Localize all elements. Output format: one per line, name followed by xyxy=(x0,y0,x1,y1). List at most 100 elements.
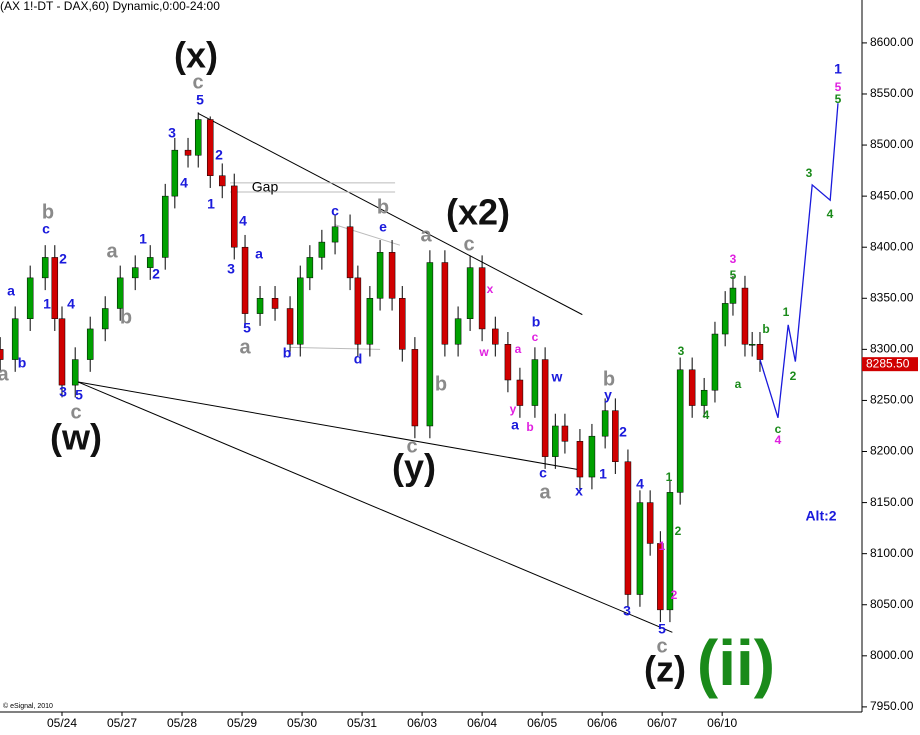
y-tick-label: 8600.00 xyxy=(870,35,914,49)
candle-body xyxy=(354,277,362,345)
candle-body xyxy=(318,241,326,258)
wave-label: 3 xyxy=(168,125,176,141)
wave-label: c xyxy=(656,635,667,657)
wave-label: b xyxy=(120,306,132,328)
wave-label: b xyxy=(532,314,541,330)
y-tick-label: 8150.00 xyxy=(870,495,914,509)
wave-label: a xyxy=(735,377,742,391)
candle-body xyxy=(71,359,79,386)
wave-label: 5 xyxy=(730,268,737,282)
wave-label: (z) xyxy=(644,649,686,690)
candle-body xyxy=(230,185,238,248)
y-tick-label: 8250.00 xyxy=(870,393,914,407)
wave-label: a xyxy=(255,246,263,262)
wave-label: (ii) xyxy=(697,627,775,699)
trend-line xyxy=(197,112,583,316)
candle-body xyxy=(218,175,226,187)
wave-label: 4 xyxy=(827,207,834,221)
wave-label: 2 xyxy=(675,524,682,538)
wave-label: a xyxy=(420,224,432,246)
wave-label: c xyxy=(406,435,417,457)
wave-label: b xyxy=(42,201,54,223)
wave-label: c xyxy=(70,401,81,423)
wave-label: e xyxy=(379,219,387,235)
x-tick-label: 06/03 xyxy=(407,716,437,730)
wave-label: b xyxy=(526,420,533,434)
candle-body xyxy=(184,149,192,156)
y-tick-label: 8300.00 xyxy=(870,342,914,356)
wave-label: 5 xyxy=(243,320,251,336)
candle-body xyxy=(41,257,49,279)
chart-title: (AX 1!-DT - DAX,60) Dynamic,0:00-24:00 xyxy=(0,0,220,13)
candle-body xyxy=(271,298,279,309)
wave-label: a xyxy=(511,417,519,433)
x-tick-label: 06/10 xyxy=(707,716,737,730)
wave-label: a xyxy=(239,336,251,358)
wave-label: 1 xyxy=(783,305,790,319)
trend-line xyxy=(78,381,581,471)
y-tick-label: 8000.00 xyxy=(870,648,914,662)
candle-body xyxy=(366,298,374,345)
candle-body xyxy=(576,441,584,478)
wave-label: b xyxy=(762,322,769,336)
wave-label: Alt:2 xyxy=(805,508,836,524)
candle-body xyxy=(331,226,339,243)
candle-body xyxy=(86,328,94,360)
wave-label: 3 xyxy=(227,261,235,277)
x-tick-label: 06/05 xyxy=(527,716,557,730)
trend-line xyxy=(334,224,401,246)
candle-body xyxy=(466,267,474,319)
candle-body xyxy=(636,502,644,595)
wave-label: (x2) xyxy=(446,192,510,233)
wave-label: a xyxy=(515,342,522,356)
x-tick-label: 05/27 xyxy=(107,716,137,730)
candle-body xyxy=(101,308,109,330)
candle-body xyxy=(51,257,59,319)
candle-body xyxy=(711,333,719,391)
candle-body xyxy=(676,369,684,493)
candle-body xyxy=(11,318,19,360)
candle-body xyxy=(561,425,569,442)
wave-label: 1 xyxy=(43,296,51,312)
wave-label: Gap xyxy=(252,179,279,195)
candle-body xyxy=(721,303,729,335)
candle-body xyxy=(541,359,549,457)
wave-label: 4 xyxy=(239,213,247,229)
candle-body xyxy=(504,344,512,381)
wave-label: 1 xyxy=(834,61,842,77)
wave-label: b xyxy=(603,368,615,390)
wave-label: 1 xyxy=(139,231,147,247)
candle-body xyxy=(729,287,737,304)
wave-label: (w) xyxy=(50,417,102,458)
candle-body xyxy=(601,410,609,437)
wave-label: 2 xyxy=(619,424,627,440)
candle-body xyxy=(454,318,462,345)
wave-label: c xyxy=(192,71,203,93)
wave-label: 4 xyxy=(636,476,644,492)
wave-label: a xyxy=(539,481,551,503)
wave-label: 1 xyxy=(666,470,673,484)
wave-label: 4 xyxy=(67,296,75,312)
wave-label: 1 xyxy=(207,196,215,212)
wave-label: w xyxy=(478,345,489,359)
candle-body xyxy=(241,246,249,314)
candle-body xyxy=(131,267,139,279)
wave-label: 3 xyxy=(678,344,685,358)
candle-body xyxy=(741,287,749,345)
candle-body xyxy=(206,119,214,176)
candle-body xyxy=(492,328,499,345)
wave-label: w xyxy=(551,369,563,385)
candle-body xyxy=(478,267,486,330)
wave-label: c xyxy=(42,221,50,237)
candle-body xyxy=(399,298,406,350)
candle-body xyxy=(700,389,708,406)
y-tick-label: 8200.00 xyxy=(870,444,914,458)
wave-label: x xyxy=(575,483,583,499)
wave-label: (y) xyxy=(392,447,436,488)
wave-label: 2 xyxy=(215,147,223,163)
y-tick-label: 8100.00 xyxy=(870,546,914,560)
wave-label: d xyxy=(354,351,363,367)
candle-body xyxy=(297,277,304,345)
y-tick-label: 8500.00 xyxy=(870,137,914,151)
